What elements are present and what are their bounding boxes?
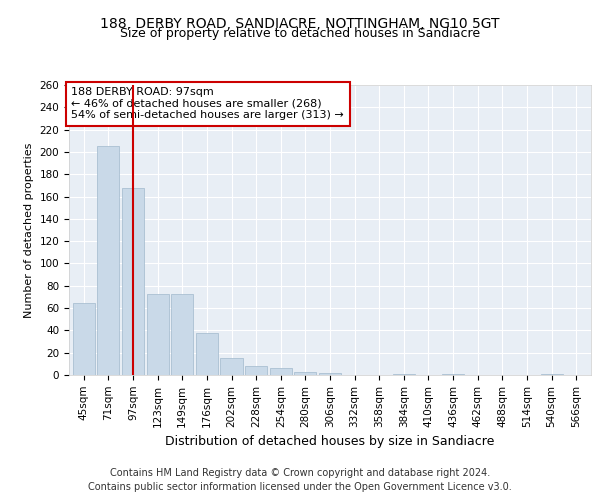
Text: 188 DERBY ROAD: 97sqm
← 46% of detached houses are smaller (268)
54% of semi-det: 188 DERBY ROAD: 97sqm ← 46% of detached …	[71, 87, 344, 120]
Bar	[245, 366, 267, 375]
Bar	[220, 358, 242, 375]
Y-axis label: Number of detached properties: Number of detached properties	[24, 142, 34, 318]
Text: 188, DERBY ROAD, SANDIACRE, NOTTINGHAM, NG10 5GT: 188, DERBY ROAD, SANDIACRE, NOTTINGHAM, …	[100, 18, 500, 32]
X-axis label: Distribution of detached houses by size in Sandiacre: Distribution of detached houses by size …	[166, 435, 494, 448]
Bar	[319, 373, 341, 375]
Bar	[442, 374, 464, 375]
Bar	[294, 372, 316, 375]
Bar	[393, 374, 415, 375]
Bar	[171, 294, 193, 375]
Bar	[97, 146, 119, 375]
Bar	[146, 294, 169, 375]
Bar	[269, 368, 292, 375]
Text: Size of property relative to detached houses in Sandiacre: Size of property relative to detached ho…	[120, 28, 480, 40]
Text: Contains public sector information licensed under the Open Government Licence v3: Contains public sector information licen…	[88, 482, 512, 492]
Text: Contains HM Land Registry data © Crown copyright and database right 2024.: Contains HM Land Registry data © Crown c…	[110, 468, 490, 477]
Bar	[541, 374, 563, 375]
Bar	[196, 332, 218, 375]
Bar	[73, 302, 95, 375]
Bar	[122, 188, 144, 375]
